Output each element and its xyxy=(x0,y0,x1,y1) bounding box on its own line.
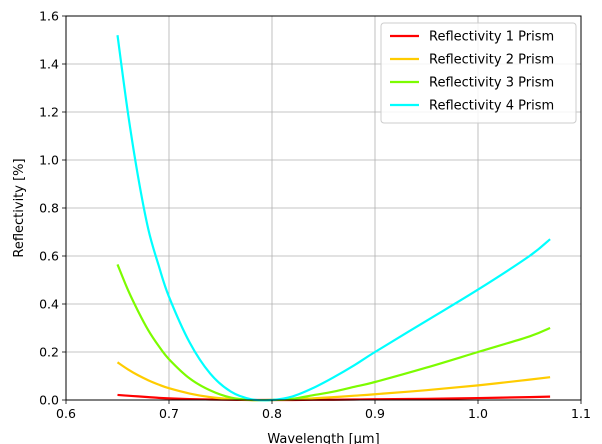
y-axis-label: Reflectivity [%] xyxy=(12,158,27,257)
legend: Reflectivity 1 Prism Reflectivity 2 Prism… xyxy=(380,22,577,124)
y-tick-label: 0.8 xyxy=(39,201,59,216)
y-tick-label: 0.2 xyxy=(39,345,59,360)
x-tick-label: 1.0 xyxy=(468,406,488,421)
x-tick-label: 0.6 xyxy=(56,406,76,421)
legend-label-4: Reflectivity 4 Prism xyxy=(429,99,554,114)
x-tick-label: 0.8 xyxy=(262,406,282,421)
y-tick-label: 0.0 xyxy=(39,393,59,408)
legend-box xyxy=(380,22,577,124)
legend-label-3: Reflectivity 3 Prism xyxy=(429,76,554,91)
legend-label-1: Reflectivity 1 Prism xyxy=(429,30,554,45)
legend-label-2: Reflectivity 2 Prism xyxy=(429,53,554,68)
y-tick-label: 0.6 xyxy=(39,249,59,264)
series-line-2 xyxy=(116,361,551,402)
x-tick-label: 0.9 xyxy=(365,406,385,421)
y-tick-label: 1.2 xyxy=(39,105,59,120)
x-tick-label: 0.7 xyxy=(159,406,179,421)
y-tick-label: 1.4 xyxy=(39,57,59,72)
y-tick-label: 1.0 xyxy=(39,153,59,168)
axis-ticks: 0.6 0.7 0.8 0.9 1.0 1.1 0.0 0.2 0.4 0.6 0.8 1.0 1.2 1… xyxy=(39,9,591,422)
y-tick-label: 1.6 xyxy=(39,9,59,24)
y-tick-label: 0.4 xyxy=(39,297,59,312)
x-axis-label: Wavelength [μm] xyxy=(267,432,379,444)
x-tick-label: 1.1 xyxy=(571,406,591,421)
